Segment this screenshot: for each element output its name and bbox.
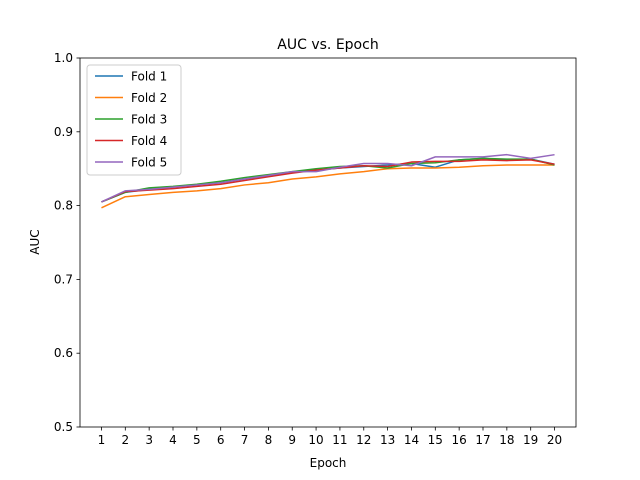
x-tick-label: 2 [121,433,129,447]
x-axis: 1 2 3 4 5 6 7 8 9 10 11 12 13 14 15 16 17 18 19 20 [98,427,562,447]
x-tick-label: 11 [332,433,347,447]
y-tick-label: 0.5 [54,420,73,434]
y-tick-label: 1.0 [54,51,73,65]
y-axis: 0.5 0.6 0.7 0.8 0.9 1.0 [54,51,80,434]
plot-frame [79,57,577,428]
legend-label-fold-2: Fold 2 [131,91,167,105]
x-tick-label: 12 [356,433,371,447]
legend: Fold 1 Fold 2 Fold 3 Fold 4 Fold 5 [86,64,182,176]
y-axis-label: AUC [28,229,42,254]
y-tick-label: 0.7 [54,272,73,286]
x-tick-label: 20 [547,433,562,447]
series-line-fold-5 [101,153,555,203]
plot-area [79,57,577,428]
x-tick-label: 19 [523,433,538,447]
x-tick-label: 1 [98,433,106,447]
x-tick-label: 5 [193,433,201,447]
x-tick-label: 8 [265,433,273,447]
legend-label-fold-4: Fold 4 [131,134,167,148]
x-axis-label: Epoch [310,456,347,470]
x-tick-label: 15 [428,433,443,447]
x-tick-label: 6 [217,433,225,447]
x-tick-label: 16 [452,433,467,447]
x-tick-label: 3 [145,433,153,447]
x-tick-label: 17 [475,433,490,447]
x-tick-label: 10 [308,433,323,447]
x-tick-label: 18 [499,433,514,447]
x-tick-label: 13 [380,433,395,447]
x-tick-label: 14 [404,433,419,447]
y-tick-label: 0.9 [54,125,73,139]
series-line-fold-2 [101,164,555,209]
chart-title: AUC vs. Epoch [277,37,378,53]
x-tick-label: 7 [241,433,249,447]
series-layer [101,153,555,209]
legend-label-fold-3: Fold 3 [131,113,167,127]
x-tick-label: 4 [169,433,177,447]
x-tick-label: 9 [288,433,296,447]
legend-label-fold-5: Fold 5 [131,156,167,170]
y-tick-label: 0.8 [54,199,73,213]
legend-box [86,64,182,176]
legend-label-fold-1: Fold 1 [131,70,167,84]
y-tick-label: 0.6 [54,346,73,360]
